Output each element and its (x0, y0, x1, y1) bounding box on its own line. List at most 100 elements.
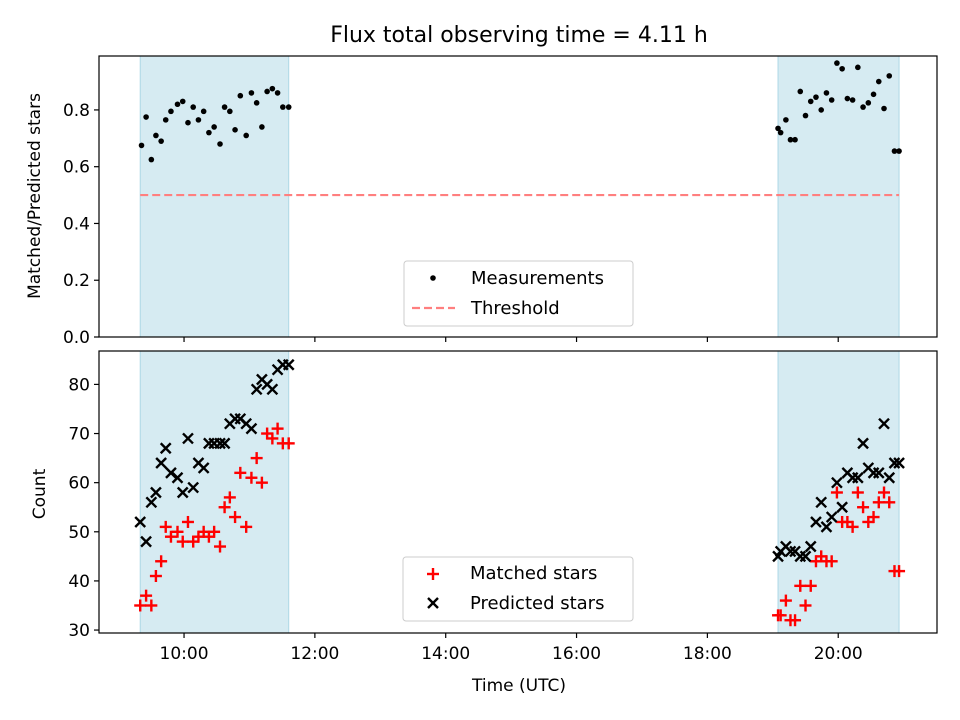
matched-star-point (799, 599, 812, 612)
measurement-point (185, 119, 191, 126)
matched-star-point (145, 599, 158, 612)
measurement-point (179, 98, 186, 105)
predicted-star-point (888, 457, 901, 469)
bottom-legend-box (402, 556, 634, 622)
matched-star-point (214, 540, 227, 553)
top-y-ticks: 0.0 0.2 0.4 0.6 0.8 (63, 101, 99, 348)
matched-star-point (830, 486, 843, 499)
measurement-point (206, 129, 212, 136)
measurement-points (138, 60, 902, 163)
predicted-star-point (218, 437, 231, 450)
legend-predicted-label: Predicted stars (470, 593, 604, 614)
matched-star-point (804, 579, 817, 592)
matched-star-point (872, 496, 885, 509)
measurement-point (253, 100, 260, 106)
legend-matched-label: Matched stars (470, 563, 597, 584)
matched-star-point (159, 520, 172, 533)
predicted-star-point (145, 496, 158, 509)
legend-measurement-marker (430, 275, 436, 281)
matched-star-point (171, 525, 184, 538)
y-tick-label: 50 (68, 523, 90, 543)
matched-star-point (846, 520, 859, 533)
matched-star-point (140, 589, 153, 602)
shaded-interval-2 (777, 55, 900, 338)
measurement-point (777, 129, 784, 136)
predicted-star-point (197, 462, 210, 474)
predicted-stars-points (134, 358, 905, 563)
y-tick-label: 60 (68, 474, 90, 494)
measurement-point (243, 132, 249, 139)
measurement-point (886, 73, 893, 79)
measurement-point (783, 117, 789, 123)
measurement-point (792, 136, 798, 143)
measurement-point (259, 124, 265, 130)
matched-star-point (893, 565, 906, 578)
legend-measurements-label: Measurements (471, 268, 604, 289)
matched-star-point (789, 614, 802, 627)
measurement-point (148, 156, 155, 163)
count-panel: 10:00 12:00 14:00 16:00 18:00 20:00 30 40 50 60 7… (30, 350, 938, 696)
matched-star-point (164, 530, 177, 543)
matched-star-point (857, 501, 870, 514)
measurement-point (828, 97, 835, 103)
measurement-point (823, 90, 830, 96)
legend-predicted-marker (427, 597, 439, 609)
measurement-point (807, 98, 814, 105)
predicted-star-point (155, 457, 167, 469)
chart-title: Flux total observing time = 4.11 h (330, 23, 708, 48)
top-shaded-intervals (139, 55, 900, 338)
predicted-star-point (159, 442, 172, 455)
measurement-point (775, 125, 781, 132)
legend-matched-marker (427, 568, 439, 580)
measurement-point (891, 148, 898, 154)
measurement-point (138, 142, 145, 149)
shaded-interval-1 (139, 350, 290, 634)
matched-star-point (266, 432, 279, 445)
measurement-point (269, 85, 276, 92)
y-tick-label: 0.0 (63, 328, 90, 348)
measurement-point (870, 91, 877, 98)
predicted-star-point (878, 417, 890, 430)
matched-star-point (250, 452, 263, 465)
predicted-star-point (214, 437, 226, 450)
bottom-axes-frame (98, 350, 938, 634)
predicted-star-point (134, 516, 147, 528)
shaded-interval-1 (139, 55, 290, 338)
predicted-star-point (187, 481, 200, 494)
matched-star-point (851, 486, 864, 499)
predicted-star-point (182, 432, 194, 445)
measurement-point (248, 90, 255, 96)
top-x-ticks (183, 337, 839, 342)
y-tick-label: 70 (68, 425, 90, 445)
measurement-point (274, 90, 281, 96)
predicted-star-point (250, 383, 263, 396)
matched-star-point (208, 525, 221, 538)
measurement-point (818, 107, 825, 113)
measurement-point (264, 88, 270, 95)
predicted-star-point (140, 535, 152, 548)
matched-star-point (149, 570, 162, 583)
matched-star-point (181, 515, 194, 528)
y-tick-label: 0.4 (63, 214, 90, 234)
measurement-point (875, 78, 882, 85)
y-tick-label: 0.8 (63, 101, 90, 121)
measurement-point (881, 105, 887, 112)
x-axis-label: Time (UTC) (471, 676, 566, 696)
measurement-point (797, 88, 804, 95)
measurement-point (802, 112, 809, 119)
y-tick-label: 40 (68, 572, 90, 592)
predicted-star-point (831, 476, 843, 489)
x-tick-label: 18:00 (683, 644, 732, 664)
measurement-point (839, 65, 845, 72)
predicted-star-point (851, 471, 864, 484)
predicted-star-point (883, 471, 896, 484)
measurement-point (200, 108, 207, 115)
predicted-star-point (150, 486, 162, 499)
matched-star-point (134, 599, 147, 612)
measurement-point (787, 136, 794, 143)
bottom-y-ticks: 30 40 50 60 70 80 (68, 375, 99, 641)
matched-star-point (240, 520, 253, 533)
predicted-star-point (266, 383, 279, 396)
measurement-point (896, 148, 902, 154)
predicted-star-point (815, 496, 828, 509)
